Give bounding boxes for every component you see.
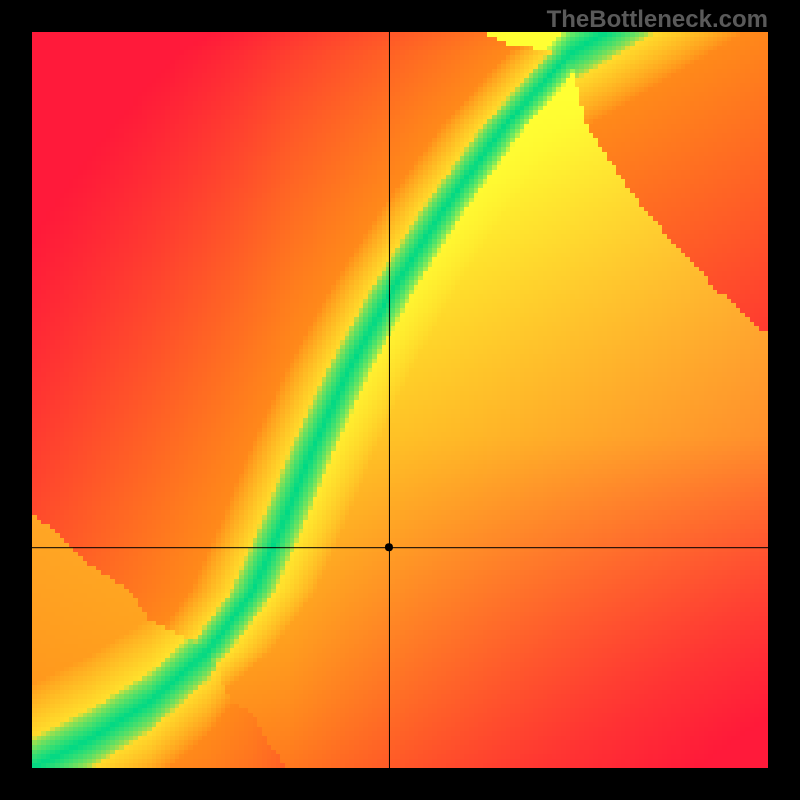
heatmap-canvas bbox=[32, 32, 768, 768]
chart-container: TheBottleneck.com bbox=[0, 0, 800, 800]
watermark-text: TheBottleneck.com bbox=[547, 6, 768, 34]
heatmap-plot bbox=[32, 32, 768, 768]
